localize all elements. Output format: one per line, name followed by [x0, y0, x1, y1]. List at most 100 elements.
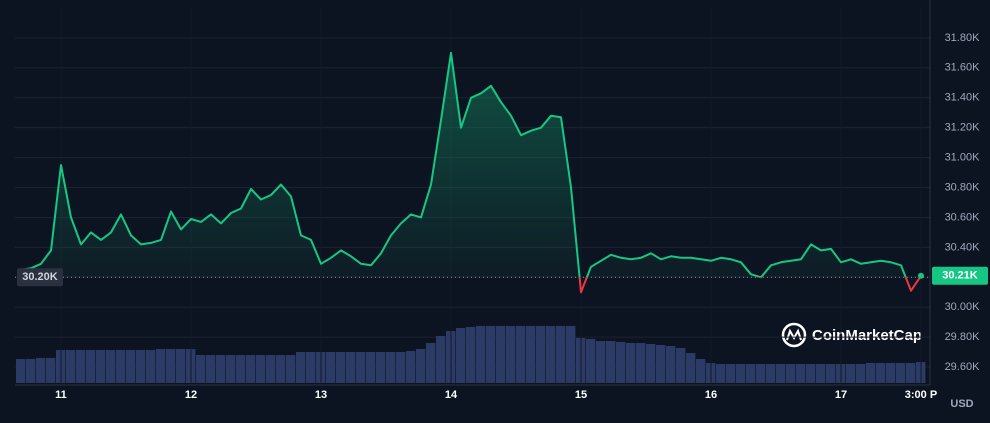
volume-bar	[366, 352, 376, 383]
volume-bar	[546, 326, 556, 383]
y-tick-label: 30.60K	[945, 211, 981, 223]
volume-bar	[616, 342, 626, 383]
volume-bar	[276, 355, 286, 383]
volume-bar	[336, 352, 346, 383]
volume-bar	[36, 358, 46, 383]
volume-bar	[96, 350, 106, 383]
volume-bar	[626, 343, 636, 383]
volume-bar	[506, 326, 516, 383]
volume-bar	[486, 326, 496, 383]
volume-bar	[116, 350, 126, 383]
volume-bar	[646, 344, 656, 383]
volume-bar	[716, 364, 726, 383]
price-area	[21, 52, 921, 278]
volume-bar	[676, 348, 686, 383]
watermark: CoinMarketCap	[781, 322, 922, 348]
volume-bar	[66, 350, 76, 383]
volume-bar	[16, 359, 26, 383]
y-tick-label: 30.80K	[945, 181, 981, 193]
volume-bar	[176, 349, 186, 383]
volume-bar	[86, 350, 96, 383]
currency-label: USD	[950, 398, 973, 410]
y-tick-label: 31.80K	[945, 32, 981, 44]
volume-bar	[826, 364, 836, 383]
x-tick-label: 12	[185, 389, 197, 401]
volume-bar	[806, 364, 816, 383]
x-tick-label: 16	[705, 389, 717, 401]
volume-bar	[856, 364, 866, 383]
last-point	[918, 272, 924, 279]
x-tick-label: 11	[55, 389, 67, 401]
y-tick-label: 31.60K	[945, 62, 981, 74]
price-line	[20, 51, 922, 278]
volume-bar	[656, 345, 666, 383]
volume-bar	[816, 364, 826, 383]
volume-bar	[876, 363, 886, 383]
volume-bar	[586, 339, 596, 383]
volume-bar	[886, 363, 896, 383]
volume-bar	[256, 355, 266, 383]
volume-bar	[906, 363, 916, 383]
volume-bar	[26, 359, 36, 383]
y-tick-label: 31.20K	[945, 122, 981, 134]
volume-bar	[346, 352, 356, 383]
volume-bar	[516, 326, 526, 383]
volume-bar	[556, 326, 566, 383]
y-tick-label: 30.40K	[945, 241, 981, 253]
x-tick-label: 13	[315, 389, 327, 401]
x-tick-label: 17	[835, 389, 847, 401]
last-price-label: 30.21K	[942, 270, 978, 282]
volume-bar	[246, 355, 256, 383]
volume-bar	[456, 328, 466, 383]
volume-bar	[236, 355, 246, 383]
volume-bar	[126, 350, 136, 383]
volume-bar	[476, 326, 486, 383]
volume-bar	[686, 353, 696, 383]
volume-bar	[766, 364, 776, 383]
x-tick-label: 14	[445, 389, 458, 401]
volume-bar	[196, 355, 206, 383]
y-tick-label: 30.00K	[945, 301, 981, 313]
volume-bar	[606, 341, 616, 383]
volume-bar	[266, 355, 276, 383]
volume-bar	[896, 363, 906, 383]
volume-bar	[76, 350, 86, 383]
volume-bar	[136, 350, 146, 383]
volume-bar	[46, 358, 56, 383]
volume-bar	[296, 352, 306, 383]
volume-bar	[536, 326, 546, 383]
volume-bar	[146, 350, 156, 383]
volume-bar	[636, 343, 646, 383]
volume-bar	[426, 343, 436, 383]
volume-bar	[106, 350, 116, 383]
volume-bar	[286, 355, 296, 383]
volume-bar	[746, 364, 756, 383]
volume-bar	[466, 327, 476, 383]
volume-bar	[386, 352, 396, 383]
last-price-tag	[932, 266, 988, 285]
y-tick-label: 29.60K	[945, 361, 981, 373]
volume-bar	[526, 326, 536, 383]
volume-bar	[666, 346, 676, 383]
volume-bar	[776, 364, 786, 383]
volume-bar	[376, 352, 386, 383]
baseline-label: 30.20K	[22, 271, 58, 283]
volume-bar	[786, 364, 796, 383]
x-tick-label: 3:00 P	[905, 389, 937, 401]
volume-bar	[736, 364, 746, 383]
volume-bar	[796, 364, 806, 383]
volume-bar	[566, 326, 576, 383]
volume-bar	[496, 326, 506, 383]
volume-bar	[156, 349, 166, 383]
volume-bar	[226, 355, 236, 383]
volume-bar	[396, 352, 406, 383]
y-tick-label: 31.40K	[945, 92, 981, 104]
volume-bar	[416, 349, 426, 383]
volume-bar	[846, 364, 856, 383]
volume-bar	[326, 352, 336, 383]
volume-bar	[216, 355, 226, 383]
volume-bar	[696, 359, 706, 383]
baseline-tag	[17, 268, 63, 287]
